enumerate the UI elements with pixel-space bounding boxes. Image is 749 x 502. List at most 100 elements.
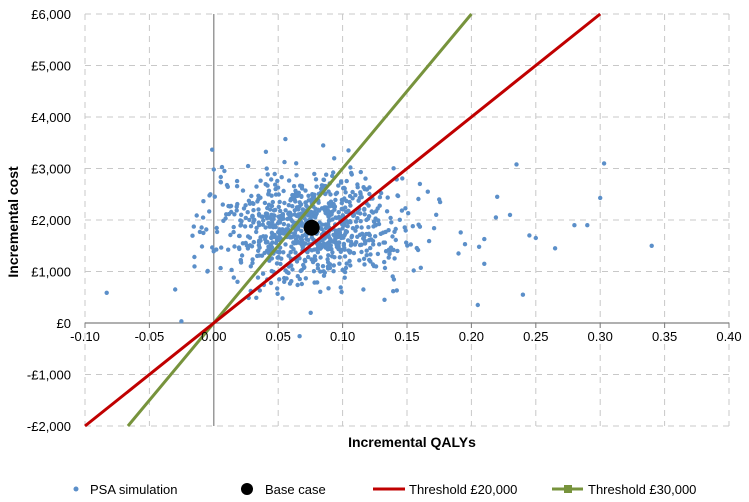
psa-point (260, 222, 265, 227)
psa-point (362, 262, 367, 267)
psa-point (274, 261, 280, 266)
psa-point (309, 257, 314, 262)
psa-point (377, 242, 382, 247)
psa-point (281, 221, 287, 227)
psa-point (355, 216, 360, 221)
psa-point (397, 217, 402, 222)
psa-point (334, 235, 339, 240)
psa-point (400, 176, 405, 181)
psa-point (333, 197, 338, 203)
psa-point (301, 240, 306, 245)
psa-point (462, 242, 468, 247)
psa-point (326, 286, 331, 291)
psa-point (246, 198, 252, 203)
psa-point (410, 224, 415, 229)
psa-point (348, 263, 353, 268)
psa-point (386, 255, 391, 260)
psa-point (286, 223, 291, 228)
psa-point (232, 244, 237, 249)
psa-point (173, 287, 178, 292)
psa-point (385, 195, 390, 200)
psa-point (214, 225, 219, 231)
psa-point (482, 261, 487, 266)
psa-point (256, 239, 262, 245)
psa-point (276, 237, 282, 243)
psa-point (306, 193, 311, 198)
y-tick-label: -£1,000 (27, 368, 71, 383)
psa-point (266, 192, 271, 197)
psa-point (301, 262, 306, 268)
psa-point (275, 178, 280, 184)
psa-point (434, 212, 439, 217)
psa-point (330, 250, 335, 255)
legend-psa-label: PSA simulation (90, 482, 177, 497)
psa-point (327, 218, 332, 223)
psa-point (240, 188, 246, 193)
psa-point (359, 225, 364, 230)
psa-point (269, 193, 274, 198)
psa-point (355, 210, 360, 215)
psa-point (363, 176, 368, 181)
psa-point (358, 219, 363, 224)
legend-psa-marker (73, 486, 79, 492)
psa-point (237, 233, 242, 239)
psa-point (339, 200, 344, 206)
psa-point (264, 166, 269, 171)
psa-point (329, 212, 334, 217)
psa-point (294, 173, 299, 178)
psa-point (296, 207, 301, 212)
psa-point (191, 224, 196, 229)
psa-point (382, 297, 387, 302)
psa-point (331, 269, 336, 274)
psa-point (250, 213, 255, 218)
psa-point (258, 195, 263, 200)
psa-point (390, 274, 395, 279)
psa-point (342, 247, 347, 252)
psa-point (280, 296, 285, 301)
psa-point (361, 256, 367, 261)
psa-point (256, 211, 262, 217)
psa-point (300, 233, 305, 238)
psa-point (245, 210, 250, 215)
psa-point (395, 248, 400, 254)
psa-point (346, 148, 351, 153)
psa-point (359, 249, 364, 255)
psa-point (227, 204, 233, 209)
psa-point (251, 208, 256, 213)
y-tick-label: £0 (57, 316, 71, 331)
x-tick-label: -0.10 (70, 329, 100, 344)
psa-point (190, 233, 195, 238)
psa-point (351, 250, 357, 256)
psa-point (299, 228, 304, 234)
psa-point (341, 241, 347, 247)
psa-point (214, 247, 219, 252)
psa-point (201, 230, 206, 236)
psa-point (552, 246, 558, 251)
psa-point (231, 224, 236, 230)
psa-point (297, 200, 302, 205)
psa-point (257, 288, 262, 293)
psa-point (104, 290, 109, 295)
legend-threshold30-label: Threshold £30,000 (588, 482, 696, 497)
psa-point (247, 235, 253, 240)
psa-point (292, 212, 297, 217)
psa-point (482, 236, 487, 242)
psa-point (218, 265, 223, 271)
psa-point (320, 264, 326, 269)
psa-point (362, 206, 367, 212)
x-tick-label: -0.05 (135, 329, 165, 344)
psa-point (313, 215, 318, 220)
psa-point (204, 227, 209, 232)
psa-point (527, 233, 532, 238)
psa-point (306, 254, 311, 260)
psa-point (415, 247, 421, 253)
psa-point (315, 266, 321, 271)
psa-point (296, 190, 301, 195)
psa-point (269, 212, 274, 217)
psa-point (289, 279, 294, 284)
psa-point (315, 250, 321, 255)
psa-point (340, 226, 345, 231)
psa-point (256, 220, 261, 225)
psa-point (254, 225, 259, 231)
psa-point (254, 229, 259, 235)
